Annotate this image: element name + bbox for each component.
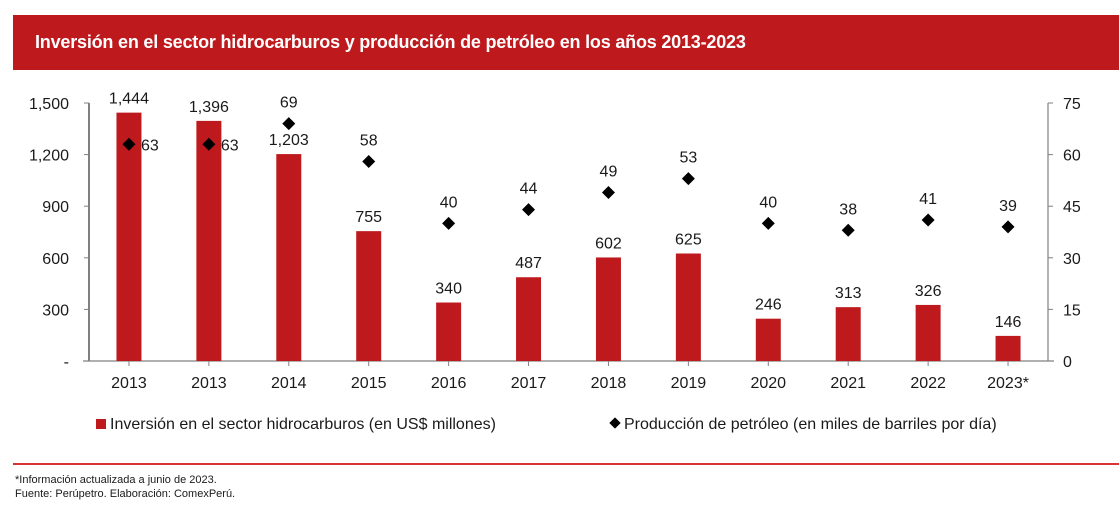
production-marker-label: 44 [520,181,538,198]
legend-label-production: Producción de petróleo (en miles de barr… [624,416,997,433]
investment-bar [755,318,781,361]
left-axis-tick-label: 1,200 [29,148,69,165]
production-marker [362,154,376,168]
x-axis-tick-label: 2021 [830,375,866,392]
left-axis-tick-label: 1,500 [29,96,69,113]
title-bar: Inversión en el sector hidrocarburos y p… [13,15,1119,70]
investment-bar [595,257,621,361]
investment-bar-label: 326 [915,283,942,300]
investment-bar-label: 602 [595,235,622,252]
investment-bar [436,302,462,361]
chart-title: Inversión en el sector hidrocarburos y p… [35,32,746,52]
investment-bar-label: 1,396 [189,99,229,116]
investment-bar [356,231,382,361]
legend-diamond-icon [609,417,621,429]
production-marker [282,117,296,131]
investment-bar-label: 146 [995,314,1022,331]
investment-bar [675,253,701,361]
production-marker [1001,220,1015,234]
x-axis-tick-label: 2013 [111,375,147,392]
production-marker-label: 53 [679,150,697,167]
investment-bar-label: 246 [755,297,782,314]
investment-bar-label: 487 [515,255,542,272]
right-axis-tick-label: 45 [1063,199,1081,216]
x-axis-tick-label: 2017 [511,375,547,392]
production-marker-label: 63 [141,137,159,154]
right-axis-tick-label: 60 [1063,148,1081,165]
production-marker-label: 39 [999,198,1017,215]
footer-divider [13,463,1119,465]
x-axis-tick-label: 2014 [271,375,307,392]
investment-bar [516,277,542,361]
legend-bar-swatch-icon [96,419,106,429]
investment-bar-label: 313 [835,285,862,302]
production-marker [841,223,855,237]
right-axis-tick-label: 0 [1063,354,1072,371]
x-axis-tick-label: 2023* [987,375,1029,392]
production-marker-label: 40 [759,194,777,211]
left-axis-tick-label: - [64,354,69,371]
production-marker-label: 40 [440,194,458,211]
legend-label-investment: Inversión en el sector hidrocarburos (en… [110,416,496,433]
production-marker [122,137,136,151]
production-marker [522,203,536,217]
footnote-update: *Información actualizada a junio de 2023… [15,474,217,486]
production-marker-label: 38 [839,201,857,218]
investment-bar [196,120,222,361]
x-axis-tick-label: 2019 [671,375,707,392]
production-marker [921,213,935,227]
investment-bar-label: 1,444 [109,91,149,108]
investment-bar [276,154,302,361]
production-marker [442,216,456,230]
legend-item-production: Producción de petróleo (en miles de barr… [609,416,997,434]
footnote-source: Fuente: Perúpetro. Elaboración: ComexPer… [15,488,236,500]
production-marker [761,216,775,230]
legend-item-investment: Inversión en el sector hidrocarburos (en… [96,416,496,434]
right-axis-tick-label: 30 [1063,251,1081,268]
right-axis-tick-label: 15 [1063,302,1081,319]
x-axis-tick-label: 2020 [750,375,786,392]
production-marker [601,185,615,199]
investment-bar-label: 340 [435,281,462,298]
investment-bar [915,304,941,361]
left-axis-tick-label: 900 [42,199,69,216]
investment-bar-label: 1,203 [269,132,309,149]
left-axis-tick-label: 600 [42,251,69,268]
investment-bar [116,112,142,361]
x-axis-tick-label: 2022 [910,375,946,392]
combo-chart: - 300 600 900 1,200 1,500 0 15 30 45 60 75 2013 1,444… [29,91,1081,392]
investment-bar-label: 625 [675,232,702,249]
investment-bar [995,335,1021,361]
production-marker-label: 41 [919,191,937,208]
production-marker-label: 49 [600,163,618,180]
production-marker [681,172,695,186]
investment-bar-label: 755 [355,209,382,226]
production-marker-label: 63 [221,137,239,154]
x-axis-tick-label: 2016 [431,375,467,392]
production-marker [202,137,216,151]
right-axis-tick-label: 75 [1063,96,1081,113]
production-marker-label: 58 [360,132,378,149]
x-axis-tick-label: 2013 [191,375,227,392]
left-axis-tick-label: 300 [42,302,69,319]
x-axis-tick-label: 2018 [591,375,627,392]
investment-bar [835,307,861,361]
x-axis-tick-label: 2015 [351,375,387,392]
production-marker-label: 69 [280,95,298,112]
